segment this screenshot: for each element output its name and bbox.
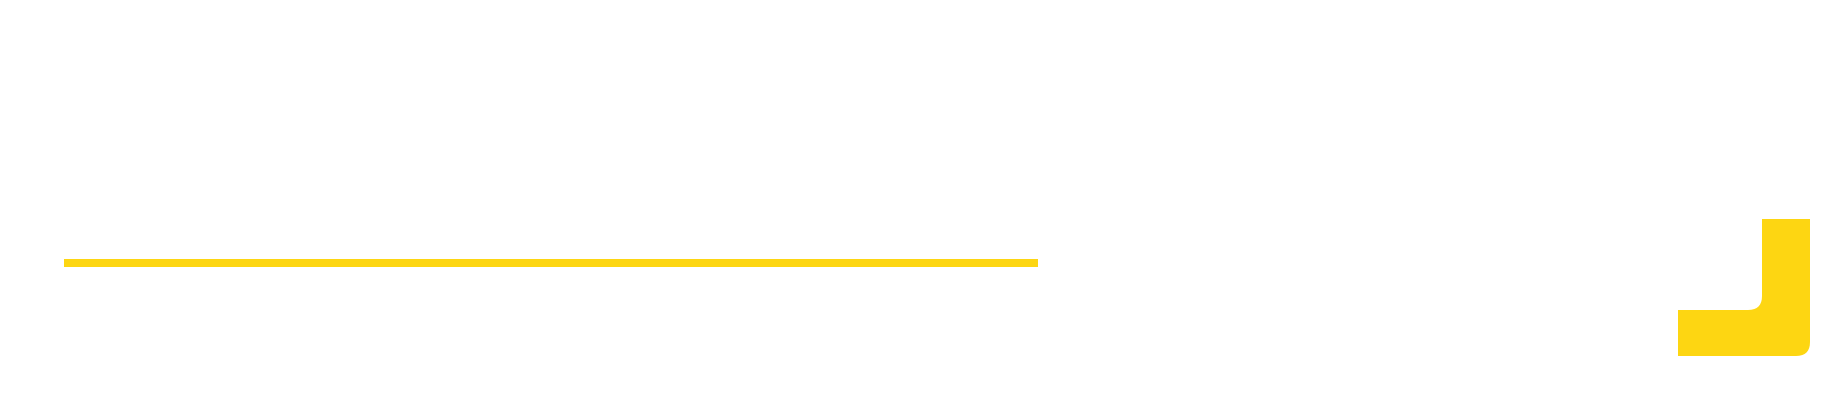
- corner-bracket-shape: [1678, 219, 1810, 356]
- horizontal-accent-line: [64, 259, 1038, 267]
- corner-bracket-icon: [1678, 219, 1810, 356]
